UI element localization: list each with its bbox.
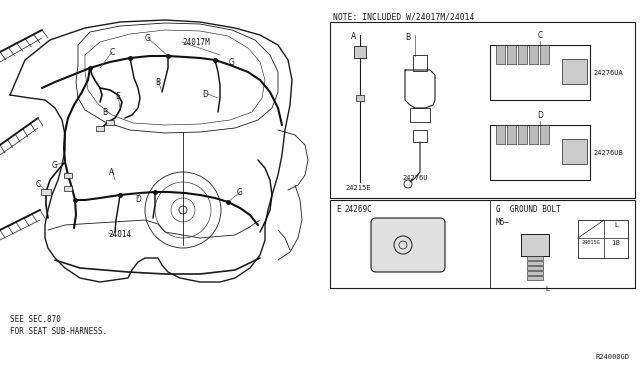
Bar xyxy=(540,45,549,64)
Bar xyxy=(518,45,527,64)
Text: A: A xyxy=(351,32,356,41)
Bar xyxy=(521,234,549,256)
Bar xyxy=(507,125,516,144)
Bar xyxy=(330,200,635,288)
Text: A: A xyxy=(109,168,115,177)
Bar xyxy=(410,108,430,122)
Bar xyxy=(507,45,516,64)
Bar xyxy=(496,125,505,144)
Bar xyxy=(64,173,72,177)
Bar xyxy=(496,45,505,64)
Bar xyxy=(540,125,549,144)
Bar xyxy=(41,189,51,195)
Text: D: D xyxy=(537,111,543,120)
Bar xyxy=(578,220,628,258)
Text: 24014: 24014 xyxy=(108,230,131,239)
Text: D: D xyxy=(135,195,141,204)
Bar xyxy=(490,45,590,100)
Bar xyxy=(354,46,366,58)
Text: 24269C: 24269C xyxy=(344,205,372,214)
Text: G: G xyxy=(145,33,151,42)
Bar xyxy=(529,125,538,144)
Text: M6: M6 xyxy=(496,218,505,227)
Text: G: G xyxy=(237,187,243,196)
Text: 24215E: 24215E xyxy=(345,185,371,191)
Text: NOTE: INCLUDED W/24017M/24014: NOTE: INCLUDED W/24017M/24014 xyxy=(333,12,474,21)
Text: B: B xyxy=(405,33,411,42)
Text: B: B xyxy=(102,108,108,117)
Bar xyxy=(413,55,427,71)
Bar xyxy=(96,125,104,131)
Bar xyxy=(527,266,543,270)
Bar xyxy=(106,119,114,125)
Bar xyxy=(356,95,364,101)
Text: 18: 18 xyxy=(611,240,621,246)
Text: E: E xyxy=(336,205,340,214)
Bar xyxy=(518,125,527,144)
Bar xyxy=(527,271,543,275)
Bar xyxy=(527,256,543,260)
FancyBboxPatch shape xyxy=(371,218,445,272)
Bar xyxy=(64,186,72,190)
Text: R24000GD: R24000GD xyxy=(596,354,630,360)
Bar xyxy=(330,22,635,198)
Text: G: G xyxy=(229,58,235,67)
Text: SEE SEC.870
FOR SEAT SUB-HARNESS.: SEE SEC.870 FOR SEAT SUB-HARNESS. xyxy=(10,315,107,337)
Bar xyxy=(562,59,587,83)
Text: 24276UB: 24276UB xyxy=(593,150,623,155)
Bar xyxy=(527,261,543,265)
Text: C: C xyxy=(35,180,40,189)
Text: L: L xyxy=(545,286,549,292)
Bar xyxy=(529,45,538,64)
Text: 24276UA: 24276UA xyxy=(593,70,623,76)
Text: 24017M: 24017M xyxy=(182,38,210,47)
Text: C: C xyxy=(109,48,115,57)
Text: 24015G: 24015G xyxy=(582,240,600,245)
Text: G  GROUND BOLT: G GROUND BOLT xyxy=(496,205,561,214)
Text: B: B xyxy=(156,78,161,87)
Bar xyxy=(527,276,543,280)
Bar xyxy=(490,125,590,180)
Bar xyxy=(413,130,427,142)
Text: G: G xyxy=(52,160,58,170)
Text: L: L xyxy=(614,222,618,228)
Text: 24276U: 24276U xyxy=(402,175,428,181)
Bar xyxy=(562,139,587,164)
Text: D: D xyxy=(202,90,208,99)
Text: C: C xyxy=(538,31,543,40)
Text: E: E xyxy=(116,92,120,101)
